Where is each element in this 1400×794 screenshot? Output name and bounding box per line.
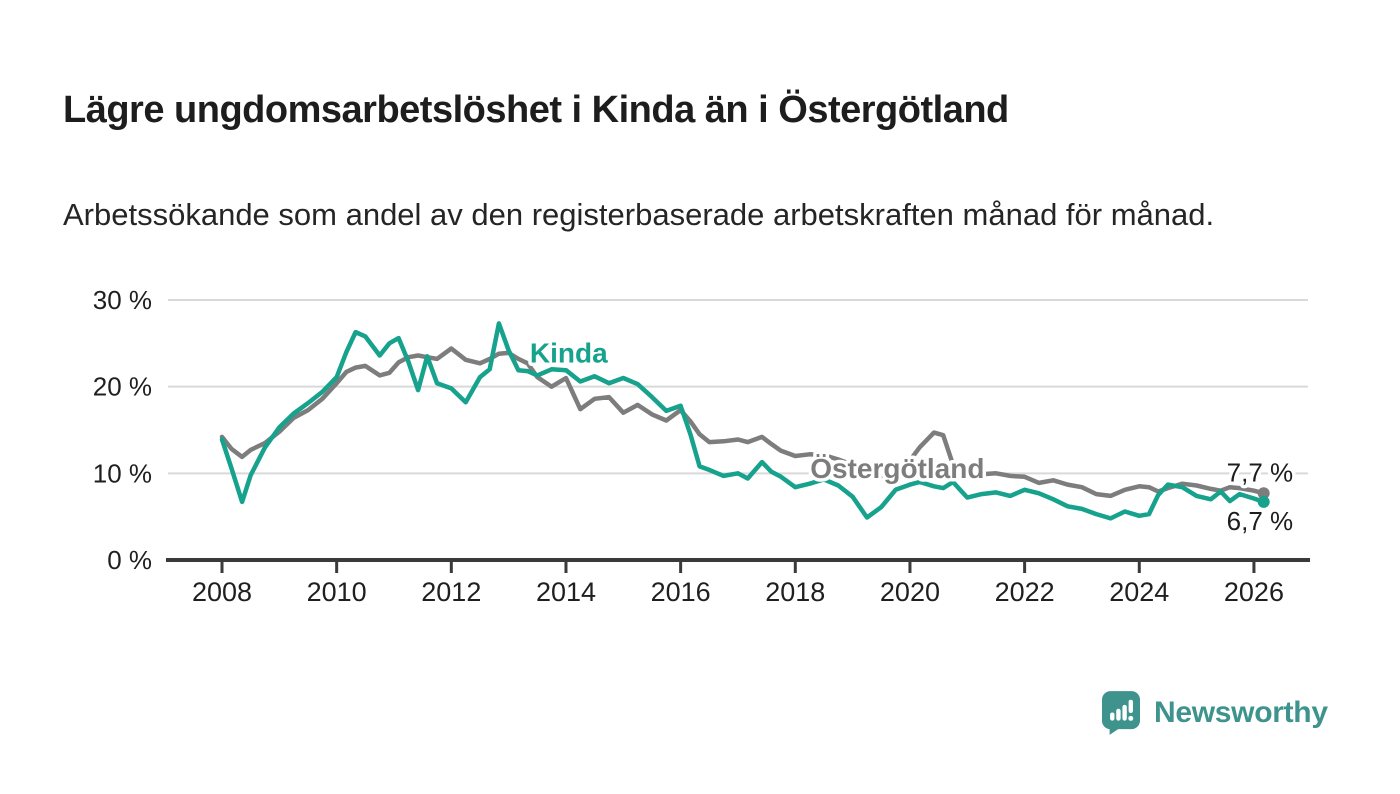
ostergotland-line (219, 346, 1266, 499)
y-axis-label-0: 0 % (107, 545, 152, 575)
logo-bar-large (1122, 704, 1127, 721)
x-axis-label-2014: 2014 (536, 577, 596, 607)
x-axis-label-2012: 2012 (421, 577, 481, 607)
x-axis-label-2024: 2024 (1109, 577, 1169, 607)
logo-bar-medium (1116, 708, 1121, 721)
x-axis-label-2022: 2022 (995, 577, 1055, 607)
ostergotland-label: Östergötland (810, 453, 984, 484)
x-axis-label-2016: 2016 (651, 577, 711, 607)
x-axis-label-2010: 2010 (307, 577, 367, 607)
newsworthy-logo-icon (1102, 691, 1140, 735)
x-axis-label-2026: 2026 (1224, 577, 1284, 607)
y-axis-label-10: 10 % (93, 458, 152, 488)
x-axis-label-2018: 2018 (765, 577, 825, 607)
page-subtitle: Arbetssökande som andel av den registerb… (63, 197, 1215, 232)
page-title: Lägre ungdomsarbetslöshet i Kinda än i Ö… (63, 89, 1009, 132)
kinda-end-dot (1257, 495, 1270, 508)
kinda-end-value: 6,7 % (1227, 506, 1294, 536)
kinda-line (219, 321, 1266, 521)
logo-exclamation-bar (1128, 699, 1133, 713)
logo-exclamation-dot (1128, 715, 1134, 721)
logo-bar-small (1110, 712, 1115, 721)
x-axis-label-2020: 2020 (880, 577, 940, 607)
y-axis-label-20: 20 % (93, 372, 152, 402)
ostergotland-end-value: 7,7 % (1227, 457, 1294, 487)
newsworthy-logo: Newsworthy (1102, 691, 1328, 735)
ostergotland-end-dot (1257, 487, 1270, 500)
y-axis-label-30: 30 % (93, 285, 152, 315)
kinda-label: Kinda (530, 337, 608, 368)
x-axis-label-2008: 2008 (192, 577, 252, 607)
newsworthy-wordmark: Newsworthy (1154, 696, 1328, 729)
